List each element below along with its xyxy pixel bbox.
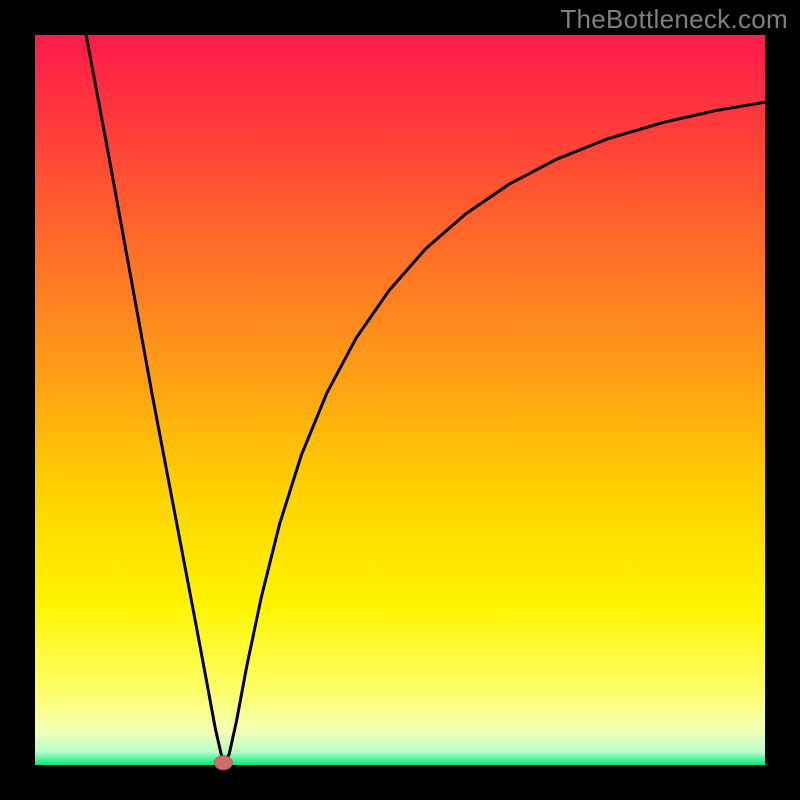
curve-layer — [0, 0, 800, 800]
chart-stage: TheBottleneck.com — [0, 0, 800, 800]
minimum-marker — [214, 756, 232, 770]
bottleneck-curve — [86, 35, 765, 763]
